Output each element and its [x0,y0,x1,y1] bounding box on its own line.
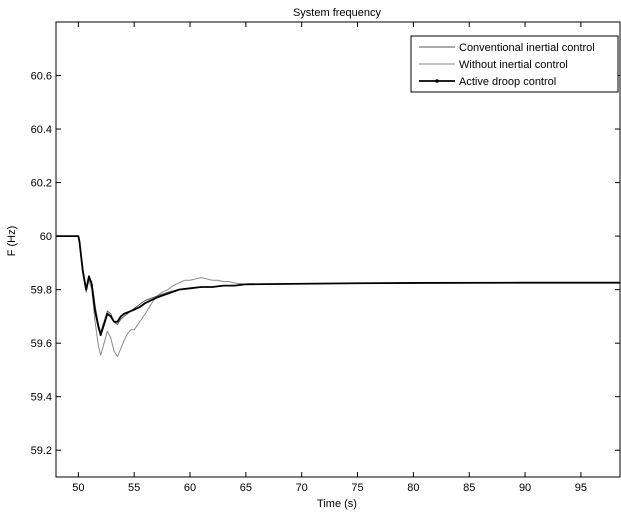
x-tick-label: 60 [184,482,196,494]
series-line-2 [56,235,620,337]
y-tick-label: 59.8 [31,285,52,297]
x-tick-label: 90 [519,482,531,494]
legend-label-2: Active droop control [459,76,556,88]
x-tick-label: 65 [240,482,252,494]
x-axis-label: Time (s) [317,498,357,510]
x-tick-label: 95 [575,482,587,494]
y-tick-label: 59.4 [31,392,52,404]
legend-label-0: Conventional inertial control [459,42,595,54]
plot-area: 50 55 60 65 70 75 80 85 90 95 59.2 59.4 59.6 59.8 60 60… [31,21,621,494]
y-axis-label: F (Hz) [6,226,18,257]
legend: Conventional inertial control Without ine… [410,35,619,93]
legend-marker-2 [435,79,439,83]
x-tick-label: 70 [296,482,308,494]
y-tick-label: 60 [40,231,52,243]
x-tick-label: 75 [351,482,363,494]
y-tick-label: 60.4 [31,124,52,136]
x-tick-label: 50 [72,482,84,494]
axes-box [55,21,621,478]
y-tick-label: 59.6 [31,338,52,350]
legend-label-1: Without inertial control [459,59,568,71]
y-tick-label: 59.2 [31,445,52,457]
chart-title: System frequency [293,7,382,19]
y-tick-label: 60.2 [31,178,52,190]
x-tick-label: 85 [463,482,475,494]
y-tick-label: 60.6 [31,71,52,83]
series-line-1 [56,235,620,358]
x-tick-label: 55 [128,482,140,494]
x-tick-label: 80 [407,482,419,494]
